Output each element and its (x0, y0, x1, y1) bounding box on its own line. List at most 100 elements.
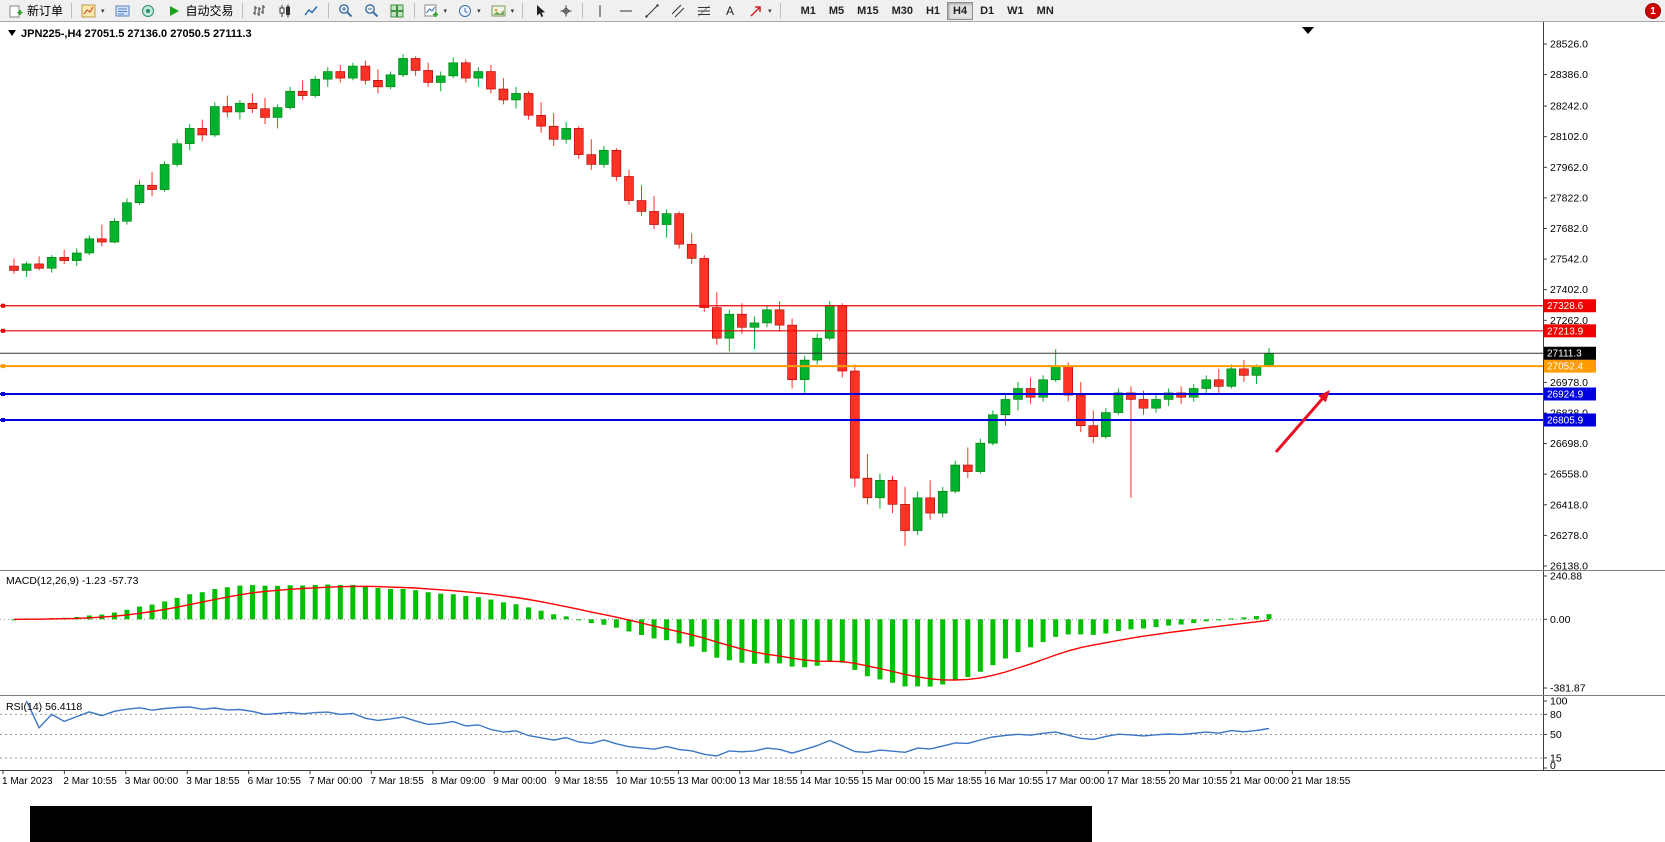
auto-trading-button[interactable]: 自动交易 (162, 1, 238, 21)
zoom-in-icon (337, 3, 354, 19)
new-order-icon (7, 3, 24, 19)
candle-body (297, 90, 308, 96)
price-badge (1544, 413, 1596, 427)
timeframe-button-W1[interactable]: W1 (1001, 2, 1030, 20)
horizontal-line-tool-button[interactable] (613, 1, 638, 21)
crosshair-button[interactable] (553, 1, 578, 21)
chart-window-button[interactable]: ▾ (76, 1, 109, 21)
candle-body (762, 309, 772, 324)
channel-tool-button[interactable] (665, 1, 690, 21)
macd-histogram-bar (312, 585, 318, 620)
time-axis-label: 15 Mar 00:00 (862, 776, 921, 787)
text-tool-button[interactable]: A (717, 1, 742, 21)
candle-body (912, 497, 923, 531)
macd-panel[interactable]: 240.88 0.00 -381.87 MACD(12,26,9) -1.23 -57… (0, 571, 1586, 695)
navigator-icon (140, 3, 157, 19)
price-axis-label: 28242.0 (1550, 101, 1588, 113)
arrows-tool-button[interactable]: ▾ (743, 1, 776, 21)
price-badge-label: 27052.4 (1547, 362, 1584, 373)
macd-histogram-bar (362, 586, 368, 620)
macd-histogram-bar (199, 592, 205, 620)
price-axis[interactable]: 28526.0 28386.0 28242.0 28102.0 27962.0 27822… (1543, 39, 1596, 573)
candle-body (1138, 399, 1149, 409)
zoom-in-button[interactable] (333, 1, 358, 21)
macd-histogram-bar (777, 619, 783, 664)
timeframe-button-H4[interactable]: H4 (947, 1, 974, 20)
bar-chart-button[interactable] (247, 1, 272, 21)
line-anchor-handle[interactable] (1, 303, 5, 308)
price-badge (1544, 324, 1596, 338)
candle-body (134, 184, 145, 203)
trendline-tool-button[interactable] (639, 1, 664, 21)
timeframe-button-M15[interactable]: M15 (851, 2, 884, 20)
time-axis-label: 9 Mar 00:00 (493, 776, 547, 787)
cursor-button[interactable] (527, 1, 552, 21)
chart-window-icon (80, 3, 97, 19)
macd-histogram-bar (714, 619, 720, 658)
profiles-button[interactable] (110, 1, 135, 21)
candle-body (724, 313, 735, 339)
line-anchor-handle[interactable] (1, 364, 5, 369)
periods-clock-button[interactable]: ▾ (452, 1, 485, 21)
timeframe-button-D1[interactable]: D1 (974, 2, 1000, 20)
line-anchor-handle[interactable] (1, 418, 5, 423)
line-anchor-handle[interactable] (1, 328, 5, 333)
candle-body (1126, 392, 1136, 400)
new-order-button[interactable]: 新订单 (3, 1, 67, 21)
line-chart-button[interactable] (299, 1, 324, 21)
indicators-button[interactable]: ▾ (419, 1, 452, 21)
candlestick-chart-button[interactable] (273, 1, 298, 21)
candle-body (962, 464, 973, 472)
zoom-out-button[interactable] (359, 1, 384, 21)
macd-histogram-bar (249, 585, 255, 620)
macd-histogram-bar (413, 590, 419, 620)
timeframe-button-M1[interactable]: M1 (795, 2, 822, 20)
macd-histogram-bar (463, 596, 469, 620)
candle-body (373, 79, 383, 88)
timeframe-button-M30[interactable]: M30 (886, 2, 919, 20)
candle-body (536, 114, 546, 127)
navigator-button[interactable] (136, 1, 161, 21)
timeframe-toolbar: M1 M5 M15 M30 H1 H4 D1 W1 MN (795, 1, 1060, 20)
macd-histogram-bar (664, 619, 670, 641)
candle-body (34, 263, 44, 269)
candle-body (1201, 379, 1212, 389)
candle-body (285, 90, 295, 108)
fibonacci-tool-button[interactable] (691, 1, 716, 21)
profiles-icon (114, 3, 131, 19)
macd-histogram-bar (538, 610, 544, 620)
line-anchor-handle[interactable] (1, 391, 5, 396)
chart-menu-triangle-icon[interactable] (8, 30, 16, 36)
time-axis[interactable]: 1 Mar 2023 2 Mar 10:55 3 Mar 00:00 3 Mar 18… (2, 771, 1351, 787)
price-axis-label: 28526.0 (1550, 39, 1588, 51)
candle-body (486, 71, 496, 90)
arrows-tool-icon (747, 3, 764, 19)
templates-button[interactable]: ▾ (486, 1, 519, 21)
time-axis-label: 8 Mar 09:00 (432, 776, 486, 787)
notification-badge[interactable]: 1 (1645, 3, 1661, 19)
candle-body (448, 62, 459, 77)
annotation-arrow[interactable] (1274, 390, 1330, 453)
candle-body (636, 200, 647, 212)
tile-windows-button[interactable] (385, 1, 410, 21)
candle-body (71, 252, 82, 261)
chart-background[interactable] (0, 22, 1665, 842)
objects-layer[interactable] (0, 303, 1543, 423)
vertical-line-tool-button[interactable] (587, 1, 612, 21)
crosshair-icon (557, 3, 574, 19)
macd-histogram-bar (915, 619, 921, 687)
timeframe-button-M5[interactable]: M5 (823, 2, 850, 20)
dropdown-triangle-icon[interactable] (1302, 27, 1314, 34)
candle-body (210, 106, 220, 136)
macd-histogram-bar (977, 619, 983, 672)
macd-histogram-bar (400, 588, 406, 620)
time-axis-label: 15 Mar 18:55 (923, 776, 982, 787)
timeframe-button-MN[interactable]: MN (1031, 2, 1060, 20)
timeframe-button-H1[interactable]: H1 (920, 2, 946, 20)
candle-body (260, 108, 270, 118)
candle-body (900, 504, 910, 531)
macd-histogram-bar (526, 607, 532, 620)
